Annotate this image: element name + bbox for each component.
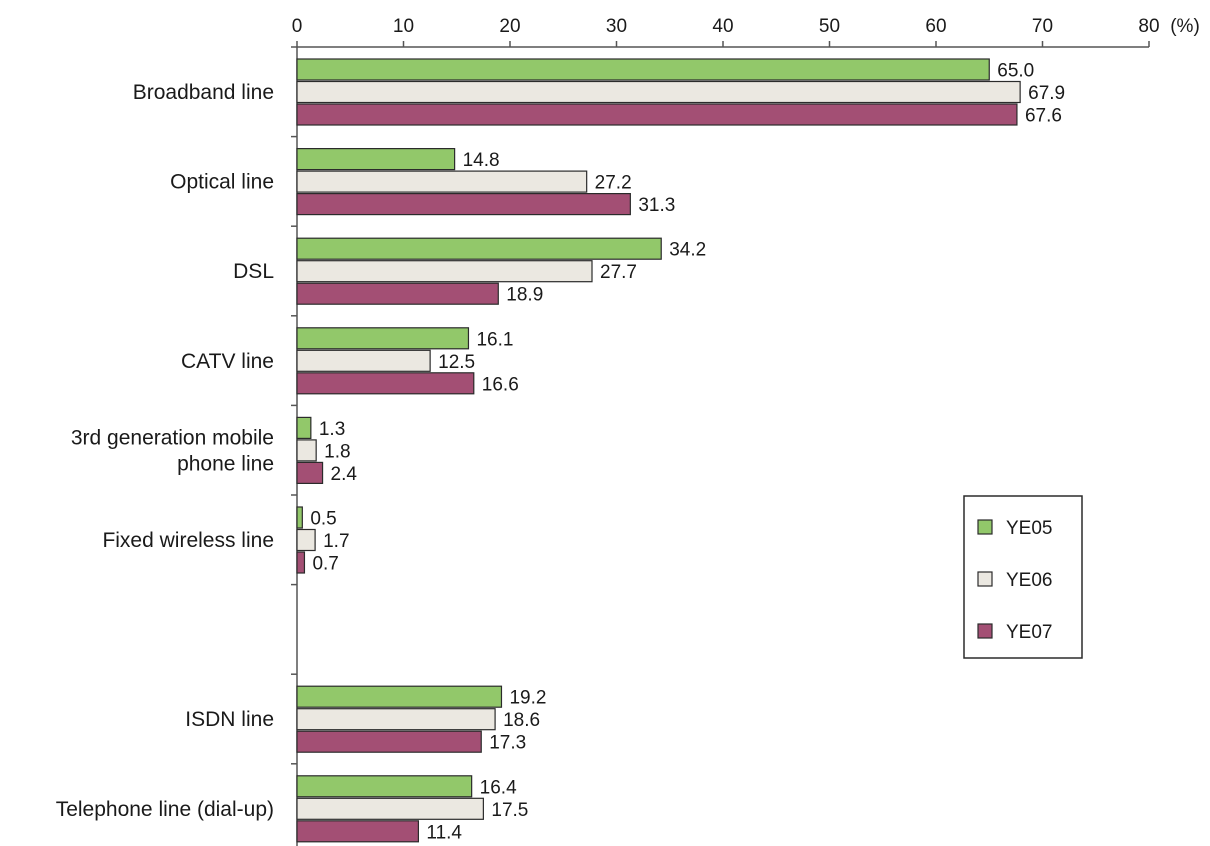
- legend: YE05 YE06 YE07: [963, 495, 1083, 659]
- data-label: 16.6: [482, 374, 519, 395]
- data-label: 34.2: [669, 240, 706, 261]
- data-label: 0.5: [310, 509, 336, 530]
- bar-ye06: [296, 708, 496, 731]
- bar-ye05: [296, 685, 503, 708]
- legend-swatch-ye05: [977, 519, 993, 535]
- data-label: 1.8: [324, 441, 350, 462]
- category-label: ISDN line: [185, 708, 274, 731]
- x-tick-label: 70: [1032, 16, 1053, 37]
- data-label: 65.0: [997, 61, 1034, 82]
- data-label: 14.8: [463, 150, 500, 171]
- x-tick-label: 60: [925, 16, 946, 37]
- bar-ye06: [296, 439, 317, 462]
- category-label: Broadband line: [133, 81, 274, 104]
- bar-ye06: [296, 170, 588, 193]
- category-label: DSL: [233, 260, 274, 283]
- bars: [296, 58, 1021, 843]
- bar-ye06: [296, 80, 1021, 104]
- bar-ye05: [296, 148, 456, 171]
- bar-ye06: [296, 349, 431, 372]
- data-label: 16.4: [480, 777, 517, 798]
- x-tick-label: 40: [712, 16, 733, 37]
- legend-swatch-ye07: [977, 623, 993, 639]
- data-label: 17.3: [489, 733, 526, 754]
- data-label: 18.9: [506, 285, 543, 306]
- data-label: 2.4: [331, 464, 358, 485]
- legend-swatch-ye06: [977, 571, 993, 587]
- bar-ye05: [296, 775, 473, 798]
- bar-ye07: [296, 551, 306, 574]
- bar-ye06: [296, 528, 316, 552]
- bar-ye07: [296, 193, 631, 216]
- category-axis: Broadband line Optical line DSL CATV line 3r…: [56, 46, 298, 846]
- data-label: 67.6: [1025, 106, 1062, 127]
- bar-ye07: [296, 730, 482, 753]
- bar-ye07: [296, 103, 1018, 126]
- data-label: 19.2: [509, 688, 546, 709]
- category-label: 3rd generation mobile phone line: [71, 426, 274, 475]
- bar-ye05: [296, 416, 312, 439]
- bar-ye06: [296, 797, 484, 820]
- bar-ye05: [296, 327, 470, 350]
- data-label: 67.9: [1028, 83, 1065, 104]
- bar-ye07: [296, 372, 475, 395]
- legend-label: YE05: [1006, 518, 1052, 539]
- x-tick-label: 0: [292, 16, 303, 37]
- category-label: Telephone line (dial-up): [56, 798, 274, 821]
- data-label: 11.4: [426, 822, 462, 843]
- data-label: 0.7: [312, 554, 338, 575]
- data-label: 16.1: [476, 329, 513, 350]
- bar-ye05: [296, 58, 990, 81]
- data-label: 17.5: [491, 800, 528, 821]
- data-labels: 65.0 14.8 34.2 16.1 1.3 0.5 19.2 16.4 67.9 27.2 27…: [310, 61, 1065, 844]
- category-label: Fixed wireless line: [102, 529, 274, 552]
- x-tick-label: 50: [819, 16, 840, 37]
- data-label: 31.3: [638, 195, 675, 216]
- legend-label: YE06: [1006, 570, 1052, 591]
- data-label: 1.3: [319, 419, 345, 440]
- bar-ye05: [296, 237, 662, 260]
- data-label: 1.7: [323, 531, 349, 552]
- legend-label: YE07: [1006, 622, 1052, 643]
- x-tick-label: 20: [499, 16, 520, 37]
- x-tick-label: 80: [1138, 16, 1159, 37]
- bar-ye06: [296, 260, 593, 283]
- x-tick-label: 30: [606, 16, 627, 37]
- bar-ye07: [296, 282, 499, 305]
- category-label: CATV line: [181, 350, 274, 373]
- bar-ye05: [296, 506, 303, 529]
- bar-ye07: [296, 461, 324, 484]
- data-label: 27.2: [595, 173, 632, 194]
- data-label: 12.5: [438, 352, 475, 373]
- category-label: Optical line: [170, 171, 274, 194]
- bar-ye07: [296, 820, 420, 843]
- data-label: 18.6: [503, 710, 540, 731]
- x-axis: 0 10 20 30 40 50 60 70 80 (%): [292, 16, 1200, 48]
- x-tick-label: 10: [393, 16, 414, 37]
- x-axis-unit: (%): [1170, 16, 1200, 37]
- data-label: 27.7: [600, 262, 637, 283]
